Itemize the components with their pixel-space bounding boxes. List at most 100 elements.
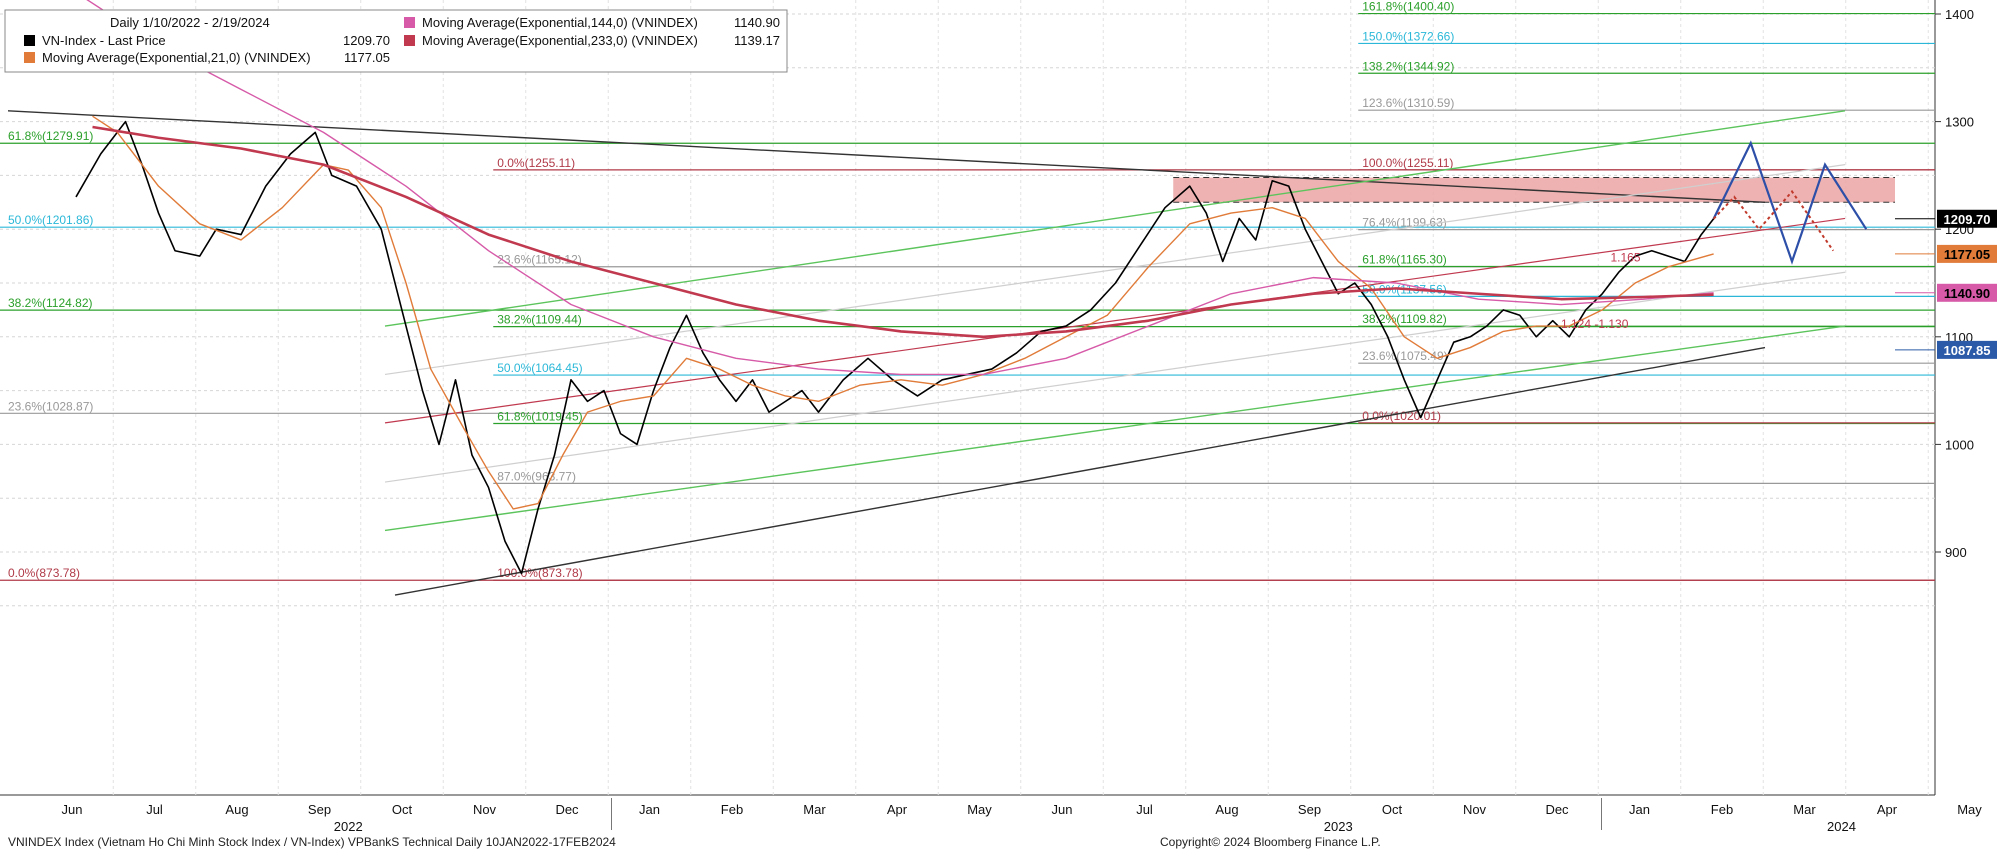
projection-solid — [1712, 140, 1868, 265]
fib-right-label: 100.0%(1255.11) — [1362, 156, 1453, 170]
fib-mid-label: 50.0%(1064.45) — [497, 361, 582, 375]
x-tick-label: Jan — [1629, 802, 1650, 817]
fib-mid-label: 38.2%(1109.44) — [497, 313, 582, 327]
fib-left-label: 38.2%(1124.82) — [8, 296, 93, 310]
series-line-1 — [92, 115, 1714, 510]
x-year-label: 2024 — [1827, 819, 1856, 834]
series-line-0 — [75, 120, 1715, 575]
legend-swatch-price — [24, 35, 35, 46]
fib-right-label: 23.6%(1075.49) — [1362, 349, 1447, 363]
fib-right-label: 76.4%(1199.63) — [1362, 216, 1447, 230]
footer-copyright: Copyright© 2024 Bloomberg Finance L.P. — [1160, 835, 1381, 849]
price-tag-box — [1937, 283, 1997, 302]
x-tick-label: Dec — [555, 802, 579, 817]
price-tag-box — [1937, 340, 1997, 359]
price-tags: 1209.70 1177.05 1140.90 1087.85 — [1895, 209, 1997, 359]
legend-swatch-ema21 — [24, 52, 35, 63]
legend-value-ema21: 1177.05 — [344, 50, 390, 65]
price-tag-box — [1937, 244, 1997, 263]
trendline-down — [7, 110, 1766, 203]
trend-lines — [7, 110, 1846, 596]
x-tick-label: May — [967, 802, 992, 817]
x-axis-ticks: Jun Jul Aug Sep Oct Nov Dec Jan Feb Mar Apr May Jun J… — [62, 798, 1982, 834]
channel-top — [384, 110, 1846, 327]
fib-right-label: 161.8%(1400.40) — [1362, 0, 1454, 14]
grid — [0, 0, 1935, 795]
y-tick-label: 1000 — [1945, 437, 1974, 452]
fib-left-label: 23.6%(1028.87) — [8, 399, 93, 413]
x-tick-label: Jul — [1136, 802, 1153, 817]
x-tick-label: Mar — [803, 802, 826, 817]
channel-bottom — [384, 325, 1846, 532]
fib-mid-label: 61.8%(1019.45) — [497, 409, 582, 423]
price-tag-label: 1087.85 — [1944, 343, 1991, 358]
x-tick-label: Jan — [639, 802, 660, 817]
legend-swatch-ema144 — [404, 17, 415, 28]
fibonacci-levels: 61.8%(1279.91) 50.0%(1201.86) 38.2%(1124.8… — [0, 0, 1935, 581]
price-tag-label: 1140.90 — [1944, 286, 1990, 301]
annotation-label: 1.165 — [1611, 250, 1641, 264]
fib-mid-label: 0.0%(1255.11) — [497, 156, 575, 170]
x-tick-label: Feb — [721, 802, 743, 817]
x-tick-label: Nov — [473, 802, 497, 817]
series-lines — [75, 0, 1715, 575]
annotations: 1.165 1.124 -1.130 — [1561, 250, 1641, 331]
legend-box — [4, 9, 788, 73]
channel-red — [384, 217, 1846, 424]
legend-label-ema144: Moving Average(Exponential,144,0) (VNIND… — [422, 15, 698, 30]
x-year-label: 2023 — [1324, 819, 1353, 834]
fib-right-label: 150.0%(1372.66) — [1362, 29, 1454, 43]
y-tick-label: 1300 — [1945, 115, 1974, 130]
x-tick-label: Jun — [1052, 802, 1073, 817]
fib-left-label: 61.8%(1279.91) — [8, 129, 93, 143]
x-tick-label: Jul — [146, 802, 163, 817]
x-tick-label: Mar — [1793, 802, 1816, 817]
projection-dotted — [1712, 189, 1835, 252]
annotation-label: 1.124 -1.130 — [1561, 317, 1629, 331]
x-year-label: 2022 — [334, 819, 363, 834]
y-tick-label: 900 — [1945, 545, 1967, 560]
legend-value-ema144: 1140.90 — [734, 15, 780, 30]
x-tick-label: Aug — [225, 802, 248, 817]
series-line-2 — [86, 0, 1714, 376]
series-line-3 — [92, 125, 1714, 339]
fib-mid-label: 23.6%(1165.12) — [497, 253, 582, 267]
fib-left-label: 0.0%(873.78) — [8, 566, 80, 580]
legend-label-price: VN-Index - Last Price — [42, 33, 166, 48]
trendline-up — [394, 346, 1766, 596]
x-tick-label: Oct — [1382, 802, 1403, 817]
legend-value-price: 1209.70 — [343, 33, 390, 48]
fib-right-label: 61.8%(1165.30) — [1362, 253, 1447, 267]
x-tick-label: Apr — [887, 802, 908, 817]
x-tick-label: Sep — [308, 802, 331, 817]
x-tick-label: May — [1957, 802, 1982, 817]
footer-source: VNINDEX Index (Vietnam Ho Chi Minh Stock… — [8, 835, 616, 849]
x-tick-label: Nov — [1463, 802, 1487, 817]
x-tick-label: Aug — [1215, 802, 1238, 817]
x-tick-label: Apr — [1877, 802, 1898, 817]
y-tick-label: 1400 — [1945, 7, 1974, 22]
legend-label-ema233: Moving Average(Exponential,233,0) (VNIND… — [422, 33, 698, 48]
fib-right-label: 0.0%(1020.01) — [1362, 409, 1441, 423]
legend-label-ema21: Moving Average(Exponential,21,0) (VNINDE… — [42, 50, 311, 65]
x-tick-label: Jun — [62, 802, 83, 817]
price-tag-label: 1209.70 — [1944, 212, 1991, 227]
channel-mid-high — [384, 164, 1846, 376]
x-tick-label: Sep — [1298, 802, 1321, 817]
price-tag-label: 1177.05 — [1944, 247, 1990, 262]
price-tag-box — [1937, 209, 1997, 228]
legend-value-ema233: 1139.17 — [734, 33, 780, 48]
fib-right-label: 38.2%(1109.82) — [1362, 312, 1447, 326]
x-tick-label: Feb — [1711, 802, 1733, 817]
legend-swatch-ema233 — [404, 35, 415, 46]
fib-mid-label: 87.0%(963.77) — [497, 469, 576, 483]
channel-mid-low — [384, 271, 1846, 483]
x-tick-label: Oct — [392, 802, 413, 817]
projection-lines — [1712, 140, 1868, 265]
fib-right-label: 138.2%(1344.92) — [1362, 59, 1454, 73]
legend: Daily 1/10/2022 - 2/19/2024 VN-Index - L… — [4, 9, 788, 73]
date-range: Daily 1/10/2022 - 2/19/2024 — [110, 15, 270, 30]
fib-left-label: 50.0%(1201.86) — [8, 213, 93, 227]
